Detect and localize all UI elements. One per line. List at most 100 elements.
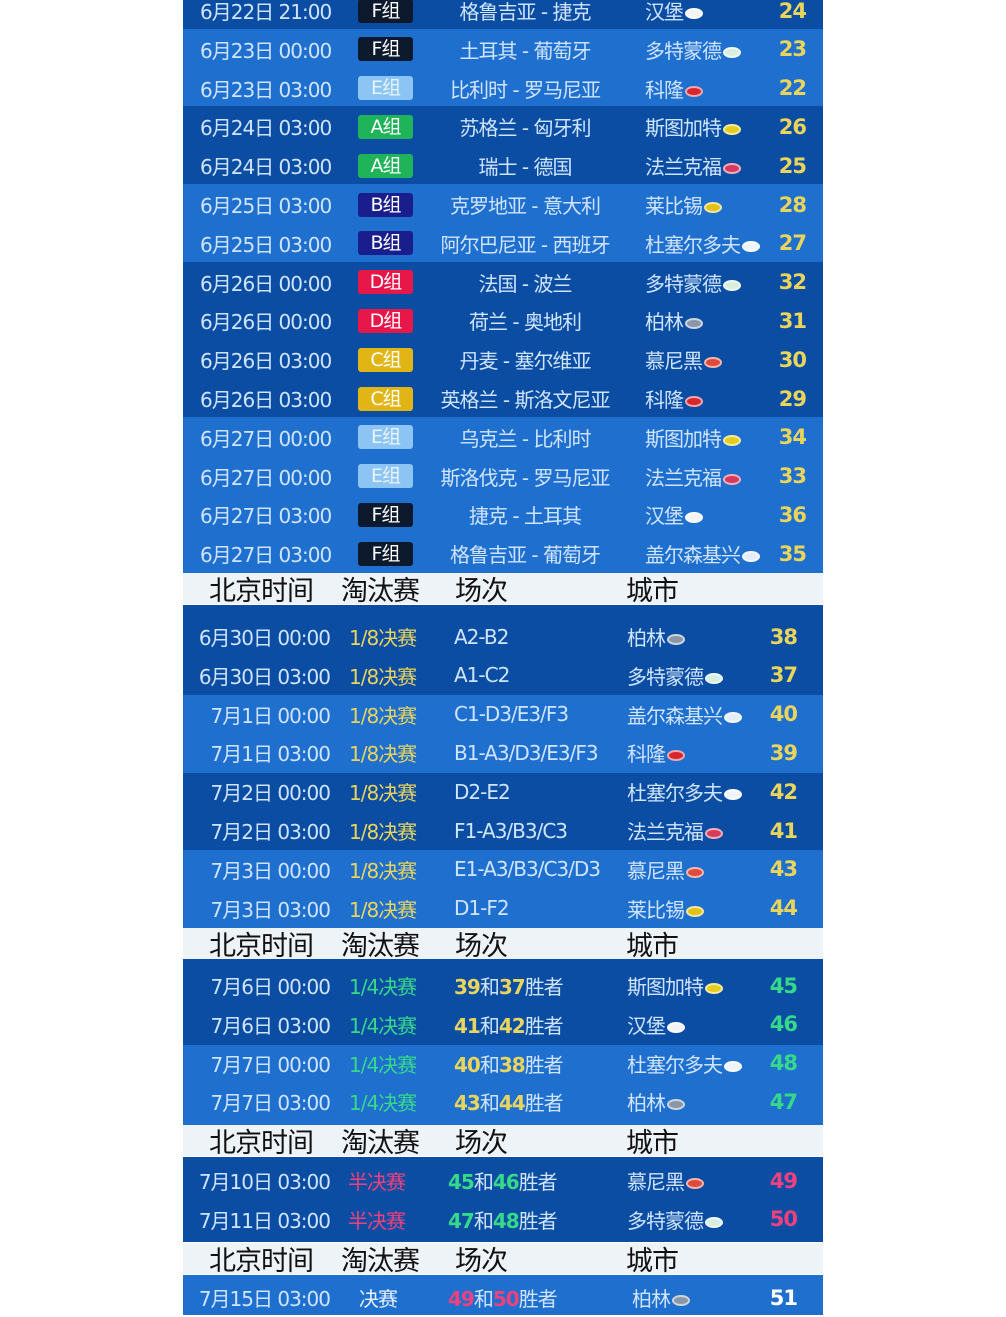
match-number: 38 <box>769 624 798 649</box>
city: 柏林 <box>645 306 703 335</box>
group-badge: C组 <box>358 386 413 411</box>
match-date: 7月3日 00:00 <box>210 858 331 883</box>
city-name: 莱比锡 <box>627 897 685 922</box>
city: 慕尼黑 <box>627 1166 704 1195</box>
stadium-icon <box>724 1060 742 1072</box>
match-number: 41 <box>769 818 798 843</box>
section-header: 北京时间 淘汰赛 场次 城市 <box>183 1243 823 1277</box>
match-row: 7月7日 00:00 1/4决赛 40和38胜者 杜塞尔多夫 48 <box>183 1044 823 1083</box>
match-suffix: 胜者 <box>518 1208 558 1233</box>
match-suffix: 胜者 <box>524 975 564 999</box>
match-slot: B1-A3/D3/E3/F3 <box>454 740 599 765</box>
stadium-icon <box>705 983 723 994</box>
match-number: 34 <box>778 425 807 450</box>
row-band <box>183 106 823 184</box>
header-stage: 淘汰赛 <box>341 576 420 607</box>
match-date: 6月26日 03:00 <box>200 349 332 374</box>
match-date: 7月7日 03:00 <box>210 1091 331 1116</box>
match-date: 6月27日 00:00 <box>200 465 332 490</box>
city: 法兰克福 <box>645 462 741 491</box>
match-a: 45 <box>448 1170 475 1194</box>
match-number: 45 <box>769 973 798 998</box>
match-row: 7月3日 00:00 1/8决赛 E1-A3/B3/C3/D3 慕尼黑 43 <box>183 850 823 889</box>
group-badge: F组 <box>358 37 413 62</box>
city: 杜塞尔多夫 <box>645 229 760 258</box>
match-sep: 和 <box>479 1013 500 1038</box>
match-number: 30 <box>778 347 807 372</box>
match-date: 6月26日 00:00 <box>200 310 332 335</box>
header-time: 北京时间 <box>209 576 314 607</box>
match-slot: 45和46胜者 <box>448 1166 558 1195</box>
city-name: 慕尼黑 <box>645 349 703 374</box>
euro-schedule-table: 北京时间 淘汰赛 场次 城市 北京时间 淘汰赛 场次 城市 北京时间 淘汰赛 场次 城市 北京时间 淘汰赛… <box>183 0 823 1315</box>
match-row: 7月1日 00:00 1/8决赛 C1-D3/E3/F3 盖尔森基兴 40 <box>183 695 823 734</box>
city: 杜塞尔多夫 <box>627 1049 742 1078</box>
match-date: 7月11日 03:00 <box>198 1208 331 1233</box>
row-band <box>183 0 823 29</box>
match-date: 7月15日 03:00 <box>198 1287 331 1311</box>
group-badge: B组 <box>358 231 413 256</box>
match-date: 7月7日 00:00 <box>210 1052 331 1077</box>
match-date: 6月23日 00:00 <box>200 38 332 63</box>
stadium-icon <box>667 750 685 762</box>
match-number: 33 <box>778 464 807 489</box>
city-name: 法兰克福 <box>627 820 704 844</box>
stadium-icon <box>686 905 704 917</box>
match-row: 6月27日 03:00 F组 格鲁吉亚 - 葡萄牙 盖尔森基兴 35 <box>183 534 823 573</box>
city-name: 多特蒙德 <box>645 271 722 296</box>
match-row: 6月26日 00:00 D组 荷兰 - 奥地利 柏林 31 <box>183 301 823 340</box>
match-suffix: 胜者 <box>524 1091 564 1116</box>
stadium-icon <box>723 163 741 175</box>
match-slot: A2-B2 <box>454 624 509 649</box>
stadium-icon <box>686 866 704 878</box>
city: 盖尔森基兴 <box>645 539 760 568</box>
stadium-icon <box>667 1099 685 1111</box>
match-b: 38 <box>498 1052 526 1077</box>
city-name: 科隆 <box>645 388 684 412</box>
match-slot: F1-A3/B3/C3 <box>454 818 568 843</box>
round-label: 1/8决赛 <box>349 626 417 650</box>
match-b: 44 <box>498 1091 526 1116</box>
match-teams: 克罗地亚 - 意大利 <box>450 194 601 218</box>
row-band <box>183 29 823 106</box>
city-name: 斯图加特 <box>645 426 722 451</box>
match-b: 46 <box>492 1170 520 1194</box>
match-teams: 荷兰 - 奥地利 <box>469 310 582 335</box>
match-row: 6月27日 03:00 F组 捷克 - 土耳其 汉堡 36 <box>183 495 823 534</box>
row-band <box>183 1045 823 1125</box>
match-slot: 43和44胜者 <box>454 1087 564 1116</box>
match-date: 7月1日 03:00 <box>210 742 331 767</box>
match-sep: 和 <box>479 1052 500 1077</box>
city-name: 杜塞尔多夫 <box>627 781 723 806</box>
match-suffix: 胜者 <box>518 1287 558 1311</box>
city-name: 法兰克福 <box>645 465 722 490</box>
match-row: 7月1日 03:00 1/8决赛 B1-A3/D3/E3/F3 科隆 39 <box>183 733 823 772</box>
header-time: 北京时间 <box>209 1128 314 1159</box>
section-header: 北京时间 淘汰赛 场次 城市 <box>183 928 823 962</box>
round-label: 1/4决赛 <box>349 1013 417 1038</box>
match-teams: 斯洛伐克 - 罗马尼亚 <box>440 465 611 490</box>
stadium-icon <box>705 672 723 684</box>
round-label: 1/4决赛 <box>349 1091 417 1116</box>
match-number: 37 <box>769 663 798 688</box>
match-b: 37 <box>498 975 526 999</box>
match-b: 50 <box>492 1287 520 1311</box>
city-name: 多特蒙德 <box>627 1208 704 1233</box>
match-row: 6月25日 03:00 B组 克罗地亚 - 意大利 莱比锡 28 <box>183 185 823 224</box>
city: 多特蒙德 <box>627 661 723 690</box>
stadium-icon <box>667 1021 685 1033</box>
match-date: 6月25日 03:00 <box>200 232 332 257</box>
match-number: 50 <box>769 1207 798 1232</box>
city-name: 柏林 <box>632 1287 671 1311</box>
match-number: 48 <box>769 1051 798 1076</box>
match-suffix: 胜者 <box>518 1170 558 1194</box>
match-row: 6月26日 03:00 C组 丹麦 - 塞尔维亚 慕尼黑 30 <box>183 340 823 379</box>
round-label: 半决赛 <box>348 1208 406 1233</box>
section-header: 北京时间 淘汰赛 场次 城市 <box>183 1125 823 1159</box>
city-name: 斯图加特 <box>645 116 722 141</box>
header-city: 城市 <box>626 1128 679 1159</box>
match-teams: 捷克 - 土耳其 <box>469 504 582 529</box>
match-row: 6月24日 03:00 A组 瑞士 - 德国 法兰克福 25 <box>183 146 823 185</box>
city: 盖尔森基兴 <box>627 700 742 729</box>
header-time: 北京时间 <box>209 931 314 962</box>
